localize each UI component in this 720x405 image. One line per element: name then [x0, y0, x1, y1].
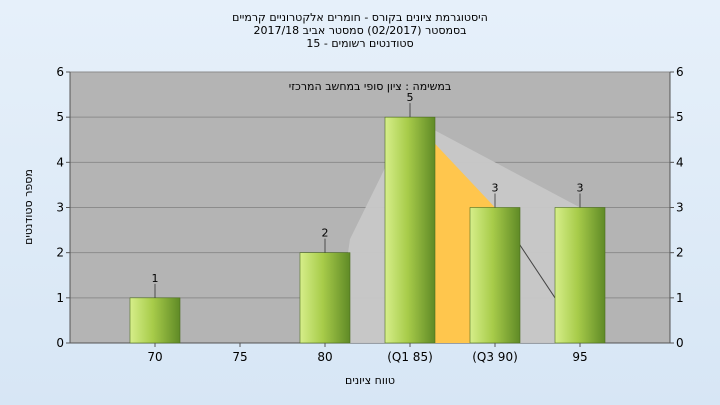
- y-tick-label-right: 6: [676, 65, 684, 79]
- bar-(Q3 90): [469, 207, 521, 344]
- bar-(Q1 85): [384, 116, 436, 344]
- data-label: 5: [407, 91, 414, 104]
- bar-95: [554, 207, 606, 344]
- x-tick-label: (Q3 90): [472, 350, 518, 364]
- y-axis-right-ticks: 0 1 2 3 4 5 6: [670, 65, 684, 350]
- x-tick-label: 70: [147, 350, 162, 364]
- x-tick-label: 95: [572, 350, 587, 364]
- bar-70: [129, 297, 181, 344]
- y-tick-label-left: 0: [56, 336, 64, 350]
- y-tick-label-right: 2: [676, 246, 684, 260]
- data-label: 3: [577, 182, 584, 195]
- y-tick-label-left: 5: [56, 110, 64, 124]
- chart-annotation: במשימה : ציון סופי במחשב המרכזי: [289, 80, 452, 93]
- chart-title-line-1: היסטוגרמת ציונים בקורס - חומרים אלקטרוני…: [232, 11, 488, 24]
- chart-title-line-2: בסמסטר (02/2017) סמסטר אביב 2017/18: [253, 24, 467, 37]
- bars-group: [129, 116, 606, 344]
- y-tick-label-right: 1: [676, 291, 684, 305]
- y-tick-label-left: 3: [56, 201, 64, 215]
- y-tick-label-left: 1: [56, 291, 64, 305]
- data-label: 1: [152, 272, 159, 285]
- y-tick-label-right: 3: [676, 201, 684, 215]
- x-tick-label: 75: [232, 350, 247, 364]
- chart-title-line-3: סטודנטים רשומים - 15: [306, 37, 414, 50]
- y-tick-label-right: 0: [676, 336, 684, 350]
- y-tick-label-right: 4: [676, 155, 684, 169]
- y-tick-label-left: 2: [56, 246, 64, 260]
- y-tick-label-right: 5: [676, 110, 684, 124]
- data-labels-group: 1 2 5 3 3: [152, 91, 584, 298]
- bar-80: [299, 252, 351, 344]
- x-tick-label: (Q1 85): [387, 350, 433, 364]
- y-axis-label: מספר סטודנטים: [22, 169, 35, 245]
- x-axis-label: טווח ציונים: [345, 374, 395, 387]
- x-tick-label: 80: [317, 350, 332, 364]
- y-tick-label-left: 6: [56, 65, 64, 79]
- y-tick-label-left: 4: [56, 155, 64, 169]
- data-label: 3: [492, 182, 499, 195]
- y-axis-left-ticks: 0 1 2 3 4 5 6: [56, 65, 70, 350]
- data-label: 2: [322, 227, 329, 240]
- x-axis-ticks: 70 75 80 (Q1 85) (Q3 90) 95: [147, 343, 588, 364]
